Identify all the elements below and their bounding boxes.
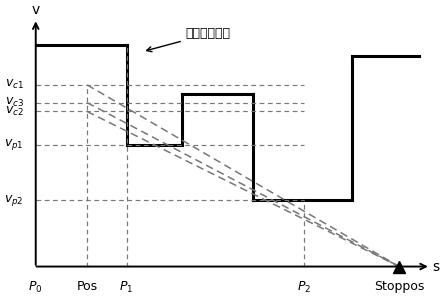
Text: Stoppos: Stoppos [374,280,424,293]
Text: $v_{c3}$: $v_{c3}$ [5,96,24,109]
Text: $v_{p2}$: $v_{p2}$ [4,193,24,208]
Text: $v_{c2}$: $v_{c2}$ [5,105,24,118]
Text: $v_{c1}$: $v_{c1}$ [5,78,24,92]
Text: v: v [31,3,40,17]
Text: $P_2$: $P_2$ [297,280,311,295]
Text: $v_{p1}$: $v_{p1}$ [4,137,24,152]
Text: $P_0$: $P_0$ [28,280,43,295]
Text: 线路数据曲线: 线路数据曲线 [147,28,231,52]
Text: s: s [433,260,440,274]
Text: $P_1$: $P_1$ [120,280,134,295]
Text: Pos: Pos [77,280,97,293]
